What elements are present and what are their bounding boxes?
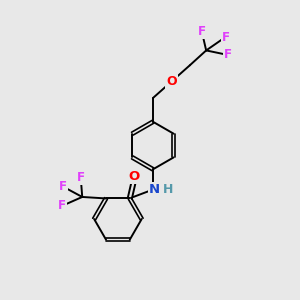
Text: F: F bbox=[58, 200, 66, 212]
Text: H: H bbox=[163, 183, 173, 196]
Text: N: N bbox=[149, 183, 160, 196]
Text: F: F bbox=[198, 25, 206, 38]
Text: F: F bbox=[224, 48, 232, 62]
Text: O: O bbox=[166, 75, 177, 88]
Text: F: F bbox=[77, 171, 85, 184]
Text: O: O bbox=[129, 170, 140, 183]
Text: F: F bbox=[221, 31, 230, 44]
Text: F: F bbox=[59, 180, 67, 193]
